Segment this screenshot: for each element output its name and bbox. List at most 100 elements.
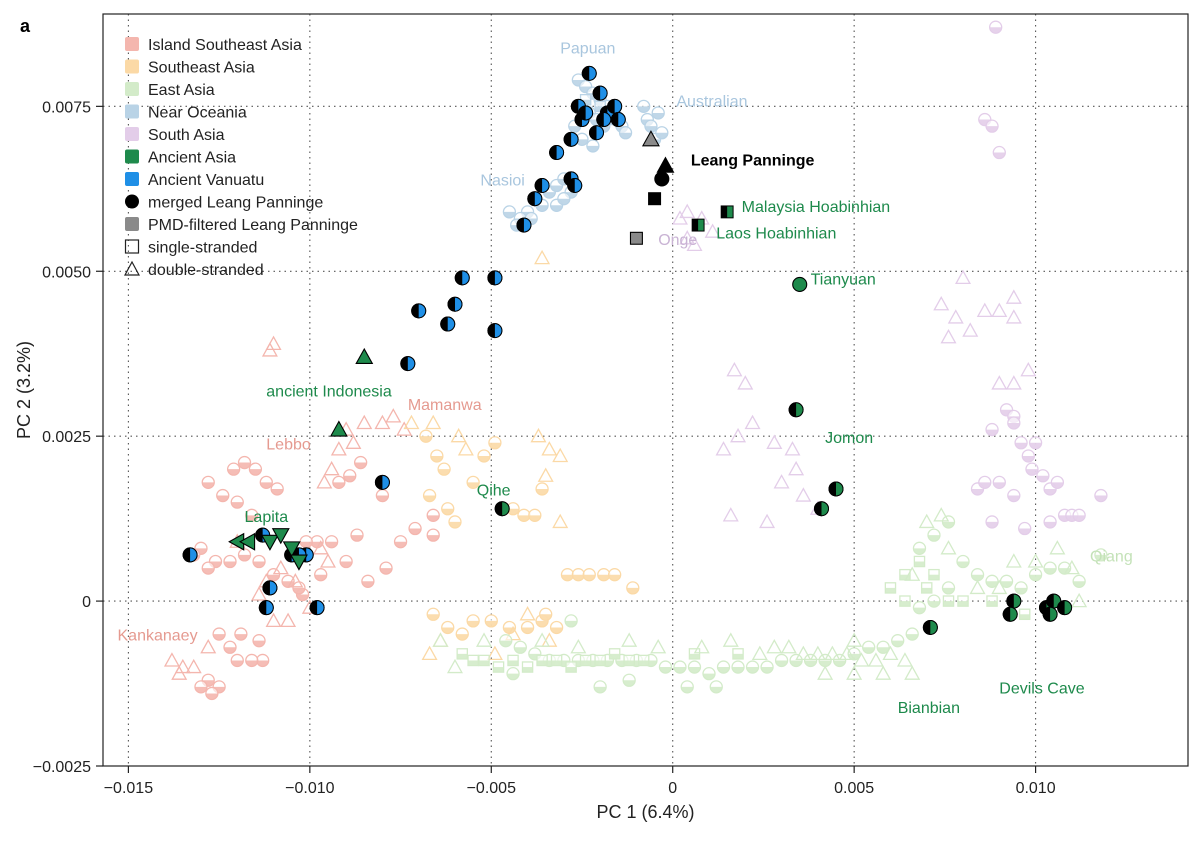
data-point <box>557 192 571 206</box>
plot-frame <box>102 13 1189 767</box>
data-point <box>375 488 390 503</box>
annotation-label: ancient Indonesia <box>266 384 392 401</box>
data-point <box>245 508 259 522</box>
data-point <box>256 653 270 668</box>
legend-swatch <box>125 217 139 231</box>
data-point <box>1027 553 1044 568</box>
data-point <box>608 648 621 660</box>
y-tick-label: 0.0075 <box>42 99 91 116</box>
data-point <box>506 502 520 516</box>
data-point <box>262 580 278 596</box>
data-point <box>534 178 550 194</box>
data-point <box>1007 416 1021 430</box>
data-point <box>486 645 503 661</box>
data-point <box>784 441 801 456</box>
data-point <box>163 652 180 667</box>
annotation-label: Nasioi <box>480 173 524 190</box>
data-point <box>991 302 1008 318</box>
legend-item: South Asia <box>125 127 225 144</box>
data-point <box>223 554 237 569</box>
data-point <box>884 582 897 594</box>
data-point <box>766 434 783 449</box>
data-point <box>891 634 905 648</box>
data-point <box>552 447 569 463</box>
data-points <box>163 20 1108 701</box>
data-point <box>1072 574 1086 588</box>
data-point <box>447 296 463 312</box>
legend-label: Ancient Asia <box>148 150 236 167</box>
data-point <box>1042 606 1058 622</box>
data-point <box>230 495 244 509</box>
data-point <box>535 482 549 496</box>
annotation-label: Bianbian <box>898 700 960 717</box>
data-point <box>1007 488 1021 503</box>
annotation-label: Mamanwa <box>408 397 482 414</box>
data-point <box>287 573 304 588</box>
data-point <box>245 653 259 668</box>
data-point <box>607 98 623 114</box>
data-point <box>260 534 279 551</box>
data-point <box>517 508 531 522</box>
data-point <box>237 548 252 562</box>
legend-swatch <box>125 194 139 209</box>
data-point <box>205 686 219 701</box>
data-point <box>578 105 594 121</box>
data-point <box>466 614 480 628</box>
data-point <box>1025 462 1039 476</box>
data-point <box>528 508 542 522</box>
legend-label: Southeast Asia <box>148 60 255 77</box>
data-point <box>421 645 438 661</box>
data-point <box>521 661 534 673</box>
data-point <box>560 568 575 582</box>
annotation-label: Laos Hoabinhian <box>716 225 836 242</box>
data-point <box>426 528 440 542</box>
data-point <box>1005 553 1022 568</box>
data-point <box>589 125 605 141</box>
data-point <box>265 335 282 350</box>
data-point <box>991 579 1008 595</box>
data-point <box>507 654 519 667</box>
data-point <box>731 660 745 674</box>
data-point <box>941 581 956 595</box>
annotation-label: Tianyuan <box>811 271 876 288</box>
data-point <box>355 347 374 365</box>
data-point <box>809 645 826 661</box>
data-point <box>530 427 547 443</box>
data-point <box>788 402 804 418</box>
legend-item: merged Leang Panninge <box>125 194 323 212</box>
data-point <box>448 515 462 529</box>
x-tick-label: −0.005 <box>467 780 516 797</box>
data-point <box>846 632 863 647</box>
data-point <box>171 665 188 680</box>
data-point <box>1021 449 1035 463</box>
data-point <box>1006 593 1022 609</box>
data-point <box>374 474 390 490</box>
data-point <box>947 309 964 324</box>
data-point <box>541 632 558 647</box>
data-point <box>185 658 202 674</box>
data-point <box>539 607 553 621</box>
data-point <box>251 586 268 601</box>
data-point <box>985 574 999 588</box>
data-point <box>455 627 469 641</box>
data-point <box>570 639 587 654</box>
legend-item: PMD-filtered Leang Panninge <box>125 217 358 234</box>
annotation-label: Australian <box>676 93 747 110</box>
data-point <box>986 595 998 607</box>
data-point <box>999 574 1014 588</box>
data-point <box>1071 592 1088 608</box>
data-point <box>912 601 927 615</box>
data-point <box>534 632 551 647</box>
y-axis-title: PC 2 (3.2%) <box>14 341 34 439</box>
data-point <box>506 666 520 681</box>
data-point <box>875 665 892 680</box>
data-point <box>252 634 266 648</box>
data-point <box>648 192 662 206</box>
data-point <box>201 561 215 575</box>
data-point <box>1072 508 1086 522</box>
data-point <box>1028 568 1043 582</box>
data-point <box>1094 548 1108 562</box>
legend-item: double-stranded <box>123 260 264 279</box>
data-point <box>426 607 440 621</box>
data-point <box>450 427 467 443</box>
